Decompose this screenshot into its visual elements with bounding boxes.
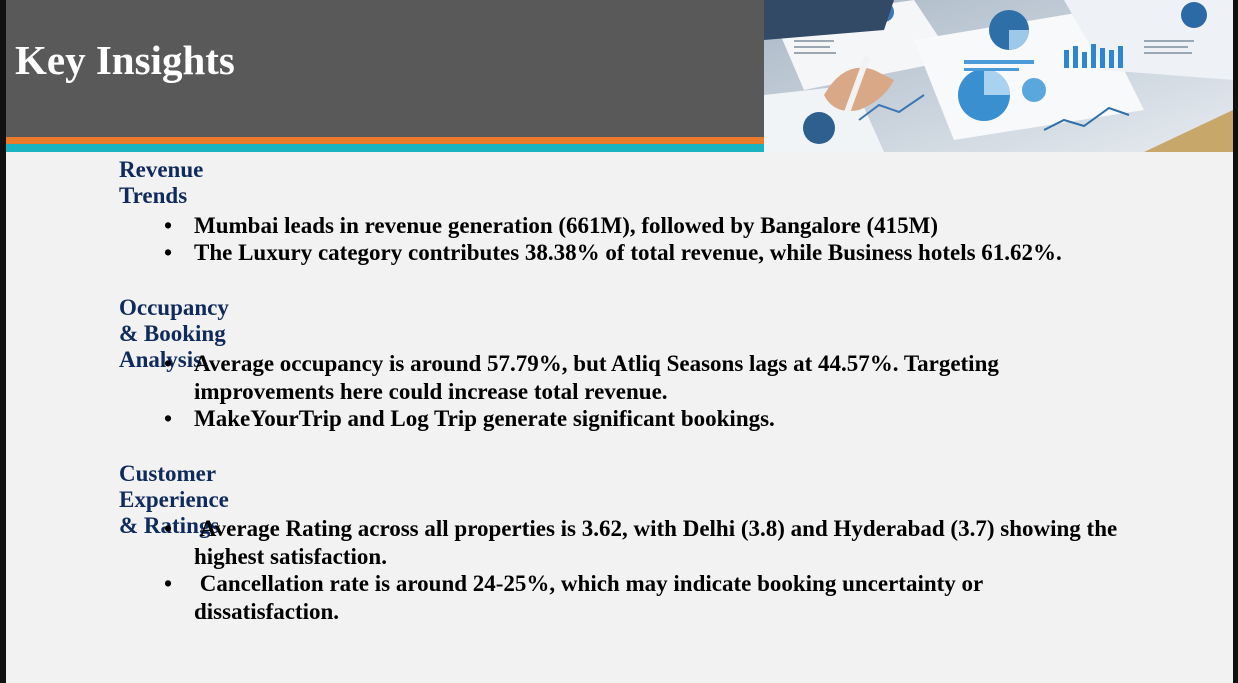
bullet-glyph: • [164, 571, 173, 596]
bullet-text: Mumbai leads in revenue generation (661M… [194, 213, 939, 238]
slide: Key Insights [6, 0, 1233, 683]
bullet-text: Average Rating across all properties is … [194, 516, 1123, 569]
section-heading-revenue-trends: Revenue Trends [119, 157, 204, 208]
bullet-glyph: • [164, 351, 173, 376]
section-heading-customer-experience: Customer Experience & Ratings [119, 461, 229, 538]
bullet-glyph: • [164, 406, 173, 431]
business-charts-photo [764, 0, 1233, 152]
accent-stripe-teal [6, 144, 764, 152]
bullet-glyph: • [164, 516, 173, 541]
bullet-glyph: • [164, 213, 173, 238]
bullet-text: MakeYourTrip and Log Trip generate signi… [194, 406, 775, 431]
bullet-text: The Luxury category contributes 38.38% o… [194, 240, 1062, 265]
slide-title: Key Insights [15, 37, 235, 83]
title-banner: Key Insights [6, 0, 764, 137]
charts-photo-illustration [764, 0, 1233, 152]
bullet-text: Average occupancy is around 57.79%, but … [194, 351, 999, 404]
section-heading-occupancy-booking: Occupancy & Booking Analysis [119, 295, 229, 372]
accent-stripe-orange [6, 137, 764, 144]
bullet-glyph: • [164, 240, 173, 265]
bullet-text: Cancellation rate is around 24-25%, whic… [194, 571, 989, 624]
